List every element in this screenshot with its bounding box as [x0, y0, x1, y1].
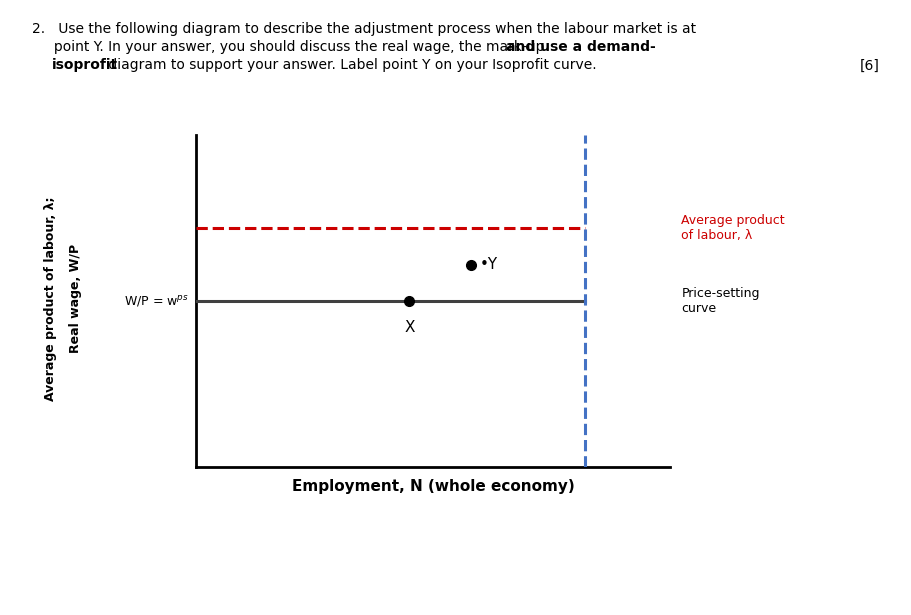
- Text: point Y. In your answer, you should discuss the real wage, the mark-up: point Y. In your answer, you should disc…: [32, 40, 548, 54]
- Text: W/P = w$^{ps}$: W/P = w$^{ps}$: [124, 294, 189, 309]
- Text: [6]: [6]: [859, 58, 879, 73]
- Text: 2.   Use the following diagram to describe the adjustment process when the labou: 2. Use the following diagram to describe…: [32, 22, 695, 36]
- Text: Price-setting
curve: Price-setting curve: [681, 287, 759, 315]
- Text: and use a demand-: and use a demand-: [506, 40, 655, 54]
- X-axis label: Employment, N (whole economy): Employment, N (whole economy): [292, 478, 574, 493]
- Text: •Y: •Y: [479, 257, 497, 272]
- Text: Average product
of labour, λ: Average product of labour, λ: [681, 214, 784, 242]
- Text: isoprofit: isoprofit: [52, 58, 118, 73]
- Text: diagram to support your answer. Label point Y on your Isoprofit curve.: diagram to support your answer. Label po…: [104, 58, 596, 73]
- Text: X: X: [404, 320, 415, 335]
- Text: Real wage, W/P: Real wage, W/P: [69, 244, 82, 353]
- Text: Average product of labour, λ;: Average product of labour, λ;: [44, 196, 56, 400]
